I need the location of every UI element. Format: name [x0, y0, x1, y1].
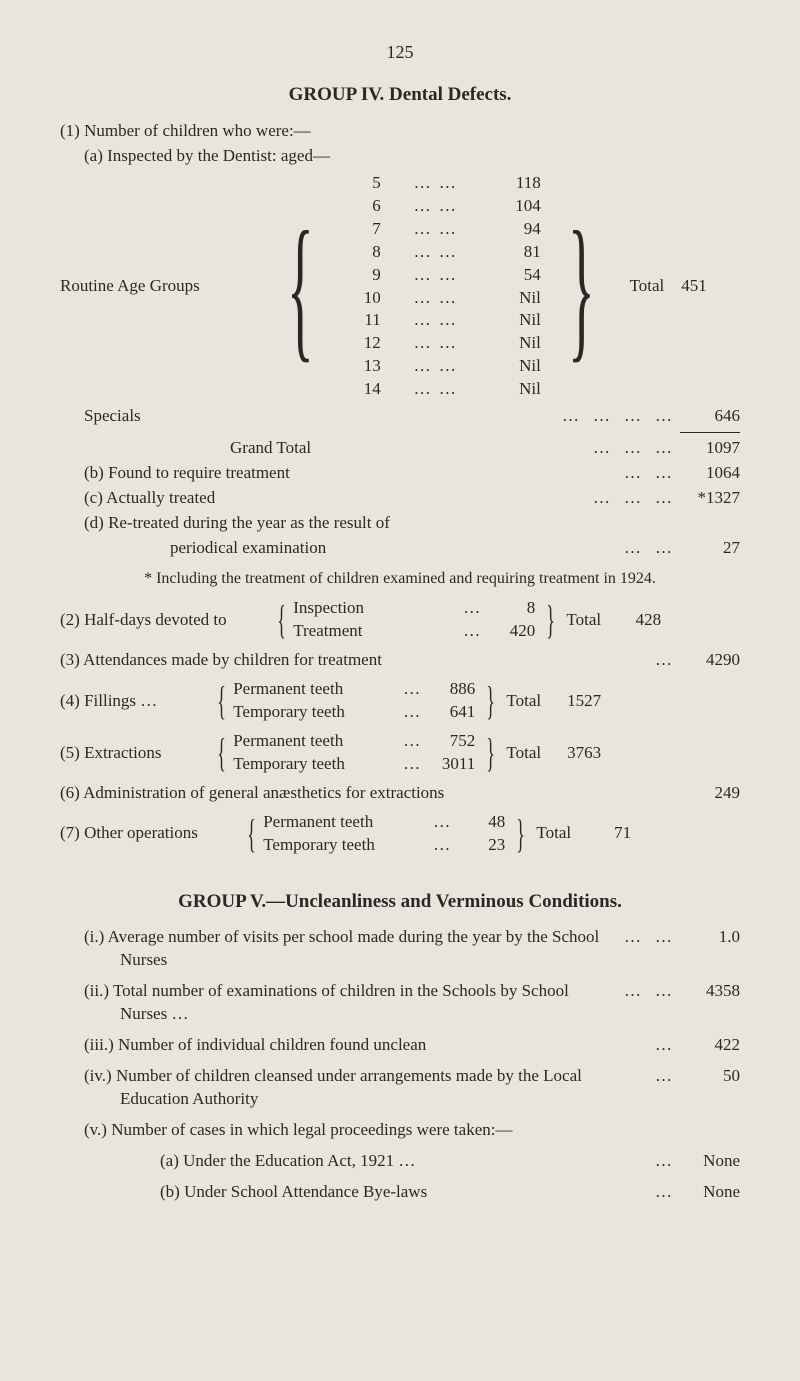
age-cell: 14 — [341, 378, 381, 401]
age-count: 81 — [491, 241, 541, 264]
sub-label: Permanent teeth — [233, 730, 403, 753]
sub-label: Temporary teeth — [233, 701, 403, 724]
group4-title: GROUP IV. Dental Defects. — [60, 82, 740, 108]
rule-line — [680, 432, 740, 433]
item3-value: 4290 — [680, 649, 740, 672]
age-count: 104 — [491, 195, 541, 218]
sub-value: 886 — [420, 678, 479, 701]
age-cell: 11 — [341, 309, 381, 332]
item7-total-value: 71 — [571, 822, 631, 845]
specials-value: 646 — [680, 405, 740, 428]
age-count: Nil — [491, 355, 541, 378]
g5-item4-label: (iv.) Number of children cleansed under … — [60, 1065, 649, 1111]
sub-value: 641 — [420, 701, 479, 724]
brace-right-icon: } — [486, 689, 495, 713]
sub-value: 8 — [480, 597, 539, 620]
brace-left-icon: { — [287, 239, 314, 335]
brace-right-icon: } — [546, 608, 555, 632]
sub-label: Temporary teeth — [263, 834, 433, 857]
age-cell: 7 — [341, 218, 381, 241]
age-count: Nil — [491, 287, 541, 310]
age-count: 118 — [491, 172, 541, 195]
item-b-label: (b) Found to require treatment — [84, 462, 618, 485]
age-count: 94 — [491, 218, 541, 241]
item-d-label2: periodical examination — [170, 537, 618, 560]
grand-total-value: 1097 — [680, 437, 740, 460]
g5-item5a-value: None — [680, 1150, 740, 1173]
age-count: Nil — [491, 378, 541, 401]
item-1-label: (1) Number of children who were:— — [60, 120, 311, 143]
g5-item3-value: 422 — [680, 1034, 740, 1057]
item6-value: 249 — [680, 782, 740, 805]
item4-total-label: Total — [506, 690, 541, 713]
age-cell: 9 — [341, 264, 381, 287]
item4-prefix: (4) Fillings … — [60, 690, 210, 713]
brace-right-icon: } — [516, 822, 525, 846]
item3-label: (3) Attendances made by children for tre… — [60, 649, 649, 672]
routine-total-label: Total — [630, 276, 665, 295]
specials-label: Specials — [84, 405, 556, 428]
sub-label: Treatment — [293, 620, 463, 643]
brace-right-icon: } — [568, 239, 595, 335]
sub-value: 420 — [480, 620, 539, 643]
age-count: 54 — [491, 264, 541, 287]
age-count: Nil — [491, 332, 541, 355]
item5-prefix: (5) Extractions — [60, 742, 210, 765]
sub-value: 752 — [420, 730, 479, 753]
routine-age-label: Routine Age Groups — [60, 275, 260, 298]
age-cell: 10 — [341, 287, 381, 310]
g5-item5b-value: None — [680, 1181, 740, 1204]
item2-prefix: (2) Half-days devoted to — [60, 609, 270, 632]
item-d-label1: (d) Re-treated during the year as the re… — [84, 512, 740, 535]
g5-item5a-label: (a) Under the Education Act, 1921 … — [160, 1150, 649, 1173]
group5-title: GROUP V.—Uncleanliness and Verminous Con… — [60, 889, 740, 915]
item-b-value: 1064 — [680, 462, 740, 485]
item5-total-value: 3763 — [541, 742, 601, 765]
item4-total-value: 1527 — [541, 690, 601, 713]
g5-item2-label: (ii.) Total number of examinations of ch… — [60, 980, 618, 1026]
age-cell: 5 — [341, 172, 381, 195]
brace-right-icon: } — [486, 741, 495, 765]
age-cell: 13 — [341, 355, 381, 378]
age-cell: 6 — [341, 195, 381, 218]
item2-total-label: Total — [566, 609, 601, 632]
footnote: * Including the treatment of children ex… — [60, 568, 740, 590]
item6-label: (6) Administration of general anæsthetic… — [60, 782, 680, 805]
g5-item5b-label: (b) Under School Attendance Bye-laws — [160, 1181, 649, 1204]
brace-left-icon: { — [217, 689, 226, 713]
brace-left-icon: { — [277, 608, 286, 632]
page-number: 125 — [60, 40, 740, 64]
grand-total-label: Grand Total — [230, 437, 587, 460]
item7-prefix: (7) Other operations — [60, 822, 240, 845]
sub-value: 23 — [450, 834, 509, 857]
sub-label: Permanent teeth — [233, 678, 403, 701]
item2-total-value: 428 — [601, 609, 661, 632]
brace-left-icon: { — [247, 822, 256, 846]
g5-item1-label: (i.) Average number of visits per school… — [60, 926, 618, 972]
g5-item4-value: 50 — [680, 1065, 740, 1088]
age-cell: 8 — [341, 241, 381, 264]
g5-item3-label: (iii.) Number of individual children fou… — [60, 1034, 649, 1057]
item7-total-label: Total — [536, 822, 571, 845]
item-c-label: (c) Actually treated — [84, 487, 587, 510]
item-c-value: *1327 — [680, 487, 740, 510]
sub-label: Permanent teeth — [263, 811, 433, 834]
sub-label: Inspection — [293, 597, 463, 620]
age-count: Nil — [491, 309, 541, 332]
g5-item2-value: 4358 — [680, 980, 740, 1003]
item-1a-label: (a) Inspected by the Dentist: aged— — [84, 145, 330, 168]
item5-total-label: Total — [506, 742, 541, 765]
age-table: 5… …118 6… …104 7… …94 8… …81 9… …54 10…… — [341, 172, 541, 401]
sub-value: 3011 — [420, 753, 479, 776]
routine-total-value: 451 — [681, 276, 707, 295]
item-d-value: 27 — [680, 537, 740, 560]
sub-label: Temporary teeth — [233, 753, 403, 776]
age-cell: 12 — [341, 332, 381, 355]
sub-value: 48 — [450, 811, 509, 834]
g5-item1-value: 1.0 — [680, 926, 740, 949]
g5-item5-label: (v.) Number of cases in which legal proc… — [60, 1119, 740, 1142]
brace-left-icon: { — [217, 741, 226, 765]
